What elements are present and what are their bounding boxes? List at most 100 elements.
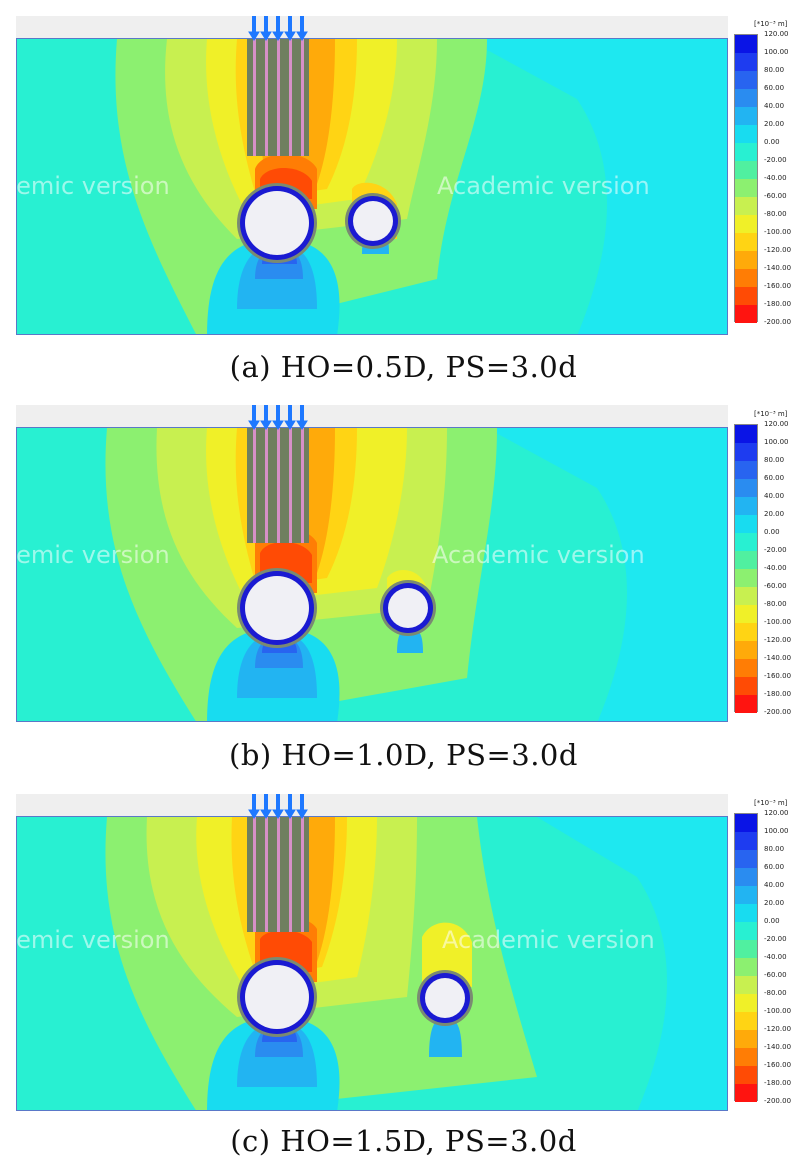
tunnel-small bbox=[417, 970, 473, 1026]
legend-tick-label: -140.00 bbox=[764, 1043, 792, 1051]
legend-swatch bbox=[735, 814, 757, 832]
legend-tick-label: -120.00 bbox=[764, 1025, 792, 1033]
legend-bar bbox=[734, 813, 758, 1102]
legend-tick-label: 40.00 bbox=[764, 102, 785, 110]
legend-unit: [*10⁻³ m] bbox=[754, 410, 788, 418]
legend-tick-label: -40.00 bbox=[764, 174, 787, 182]
legend-swatch bbox=[735, 695, 757, 713]
watermark: Academic version bbox=[16, 172, 170, 200]
legend-swatch bbox=[735, 623, 757, 641]
contour-field bbox=[17, 817, 727, 1110]
legend-swatch bbox=[735, 497, 757, 515]
legend-swatch bbox=[735, 850, 757, 868]
legend-swatch bbox=[735, 551, 757, 569]
legend-tick-label: -40.00 bbox=[764, 564, 787, 572]
legend-swatch bbox=[735, 1012, 757, 1030]
legend-swatch bbox=[735, 35, 757, 53]
legend-tick-label: -60.00 bbox=[764, 192, 787, 200]
legend-swatch bbox=[735, 251, 757, 269]
color-legend: [*10⁻³ m] 120.00 100.00 80.00 60.00 40.00 20.… bbox=[732, 20, 804, 335]
watermark: Academic version bbox=[432, 541, 645, 569]
legend-swatch bbox=[735, 1048, 757, 1066]
legend-swatch bbox=[735, 605, 757, 623]
watermark: Academic version bbox=[16, 541, 170, 569]
caption-c: (c) HO=1.5D, PS=3.0d bbox=[230, 1124, 577, 1158]
legend-tick-label: -40.00 bbox=[764, 953, 787, 961]
legend-tick-label: 40.00 bbox=[764, 492, 785, 500]
legend-tick-label: -100.00 bbox=[764, 618, 792, 626]
legend-swatch bbox=[735, 1030, 757, 1048]
contour-plot: Academic version Academic version bbox=[16, 38, 728, 335]
legend-tick-label: -140.00 bbox=[764, 264, 792, 272]
watermark: Academic version bbox=[442, 926, 655, 954]
contour-plot: Academic version Academic version bbox=[16, 816, 728, 1111]
toolbar-strip bbox=[16, 794, 728, 816]
tunnel-large bbox=[237, 183, 317, 263]
legend-tick-label: -160.00 bbox=[764, 282, 792, 290]
contour-field bbox=[17, 428, 727, 721]
legend-swatch bbox=[735, 1084, 757, 1102]
legend-tick-label: -200.00 bbox=[764, 708, 792, 716]
legend-tick-label: 0.00 bbox=[764, 917, 780, 925]
legend-swatch bbox=[735, 215, 757, 233]
contour-plot: Academic version Academic version bbox=[16, 427, 728, 722]
building-piles bbox=[247, 39, 309, 156]
legend-tick-label: 0.00 bbox=[764, 138, 780, 146]
legend-tick-label: -160.00 bbox=[764, 672, 792, 680]
legend-tick-label: 20.00 bbox=[764, 120, 785, 128]
toolbar-strip bbox=[16, 405, 728, 427]
legend-swatch bbox=[735, 89, 757, 107]
legend-tick-label: -180.00 bbox=[764, 1079, 792, 1087]
legend-tick-label: 60.00 bbox=[764, 474, 785, 482]
legend-tick-label: 120.00 bbox=[764, 420, 789, 428]
legend-swatch bbox=[735, 53, 757, 71]
legend-tick-label: -120.00 bbox=[764, 246, 792, 254]
toolbar-strip bbox=[16, 16, 728, 38]
legend-swatch bbox=[735, 641, 757, 659]
legend-swatch bbox=[735, 515, 757, 533]
legend-tick-label: 0.00 bbox=[764, 528, 780, 536]
legend-tick-label: 80.00 bbox=[764, 66, 785, 74]
legend-swatch bbox=[735, 1066, 757, 1084]
legend-swatch bbox=[735, 868, 757, 886]
legend-tick-label: 120.00 bbox=[764, 809, 789, 817]
legend-swatch bbox=[735, 533, 757, 551]
legend-tick-label: -80.00 bbox=[764, 600, 787, 608]
legend-swatch bbox=[735, 161, 757, 179]
legend-tick-label: -20.00 bbox=[764, 546, 787, 554]
legend-tick-label: 40.00 bbox=[764, 881, 785, 889]
legend-tick-label: 20.00 bbox=[764, 899, 785, 907]
legend-swatch bbox=[735, 677, 757, 695]
legend-swatch bbox=[735, 287, 757, 305]
legend-tick-label: 80.00 bbox=[764, 456, 785, 464]
tunnel-small bbox=[345, 193, 401, 249]
legend-swatch bbox=[735, 197, 757, 215]
caption-b: (b) HO=1.0D, PS=3.0d bbox=[229, 738, 578, 772]
legend-tick-label: -100.00 bbox=[764, 228, 792, 236]
legend-tick-label: 60.00 bbox=[764, 863, 785, 871]
legend-tick-label: -20.00 bbox=[764, 935, 787, 943]
load-arrows bbox=[248, 794, 308, 819]
contour-field bbox=[17, 39, 727, 334]
legend-unit: [*10⁻³ m] bbox=[754, 799, 788, 807]
legend-swatch bbox=[735, 179, 757, 197]
legend-swatch bbox=[735, 107, 757, 125]
legend-tick-label: 80.00 bbox=[764, 845, 785, 853]
legend-swatch bbox=[735, 994, 757, 1012]
legend-tick-label: 20.00 bbox=[764, 510, 785, 518]
color-legend: [*10⁻³ m] 120.00 100.00 80.00 60.00 40.00 20.… bbox=[732, 799, 804, 1114]
legend-swatch bbox=[735, 832, 757, 850]
legend-swatch bbox=[735, 904, 757, 922]
legend-swatch bbox=[735, 425, 757, 443]
legend-swatch bbox=[735, 269, 757, 287]
legend-bar bbox=[734, 424, 758, 713]
legend-tick-label: -180.00 bbox=[764, 690, 792, 698]
watermark: Academic version bbox=[437, 172, 650, 200]
legend-tick-label: 60.00 bbox=[764, 84, 785, 92]
legend-tick-label: -140.00 bbox=[764, 654, 792, 662]
building-piles bbox=[247, 817, 309, 932]
legend-tick-label: 100.00 bbox=[764, 438, 789, 446]
legend-tick-label: -60.00 bbox=[764, 971, 787, 979]
legend-swatch bbox=[735, 71, 757, 89]
legend-tick-label: 120.00 bbox=[764, 30, 789, 38]
